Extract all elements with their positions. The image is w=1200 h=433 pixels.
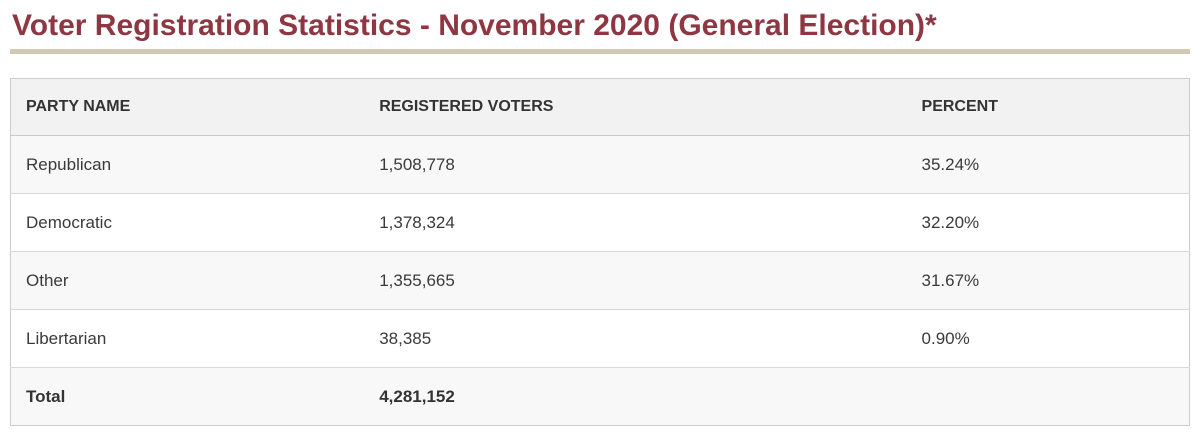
percent-cell: 31.67% — [906, 251, 1190, 310]
table-row-republican: Republican 1,508,778 35.24% — [10, 135, 1190, 194]
party-name-cell: Libertarian — [10, 309, 365, 368]
table-header: PARTY NAME REGISTERED VOTERS PERCENT — [10, 78, 1190, 136]
percent-cell: 0.90% — [906, 309, 1190, 368]
total-registered-voters-cell: 4,281,152 — [379, 386, 455, 406]
registered-voters-cell: 1,355,665 — [364, 251, 907, 310]
page-title: Voter Registration Statistics - November… — [12, 9, 937, 42]
title-underline-rule — [10, 49, 1190, 54]
column-header-party-name: PARTY NAME — [10, 78, 365, 136]
total-percent-cell — [907, 368, 1190, 426]
percent-cell: 35.24% — [906, 135, 1190, 194]
registered-voters-cell: 38,385 — [364, 309, 907, 368]
percent-cell: 32.20% — [906, 193, 1190, 252]
table-row-democratic: Democratic 1,378,324 32.20% — [10, 193, 1190, 252]
column-header-registered-voters: REGISTERED VOTERS — [364, 78, 907, 136]
party-name-cell: Republican — [10, 135, 365, 194]
total-label-cell: Total — [26, 386, 66, 406]
voter-registration-table: PARTY NAME REGISTERED VOTERS PERCENT Rep… — [10, 78, 1190, 426]
column-header-percent: PERCENT — [906, 78, 1190, 136]
table-row-libertarian: Libertarian 38,385 0.90% — [10, 309, 1190, 368]
party-name-cell: Other — [10, 251, 365, 310]
header-row: PARTY NAME REGISTERED VOTERS PERCENT — [10, 78, 1190, 136]
table-row-other: Other 1,355,665 31.67% — [10, 251, 1190, 310]
party-name-cell: Democratic — [10, 193, 365, 252]
registered-voters-cell: 1,378,324 — [364, 193, 907, 252]
table-row-total: Total 4,281,152 — [10, 367, 1190, 426]
registered-voters-cell: 1,508,778 — [364, 135, 907, 194]
